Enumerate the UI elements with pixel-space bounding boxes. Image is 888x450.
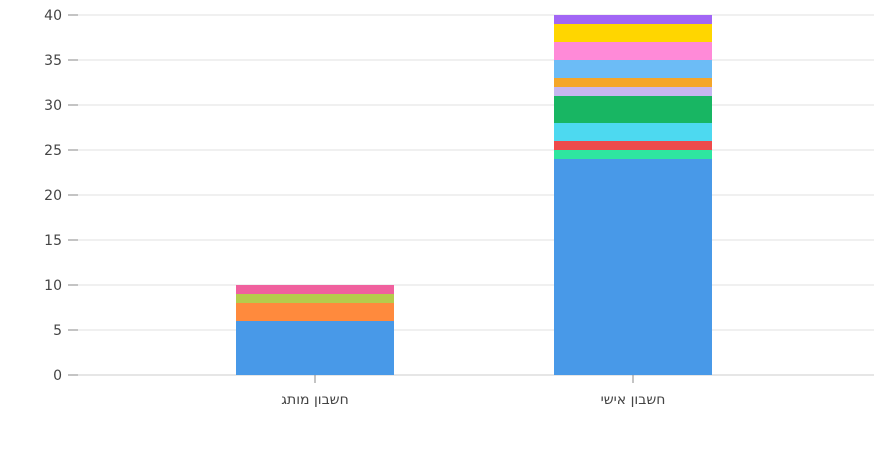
bar-segment [236,321,394,375]
bar-segment [236,294,394,303]
bar-segment [554,87,712,96]
y-tick-label: 40 [44,8,62,24]
y-tick-label: 35 [44,53,62,69]
bar-segment [554,123,712,141]
y-tick-label: 15 [44,233,62,249]
bar-segment [554,78,712,87]
y-tick-label: 0 [53,368,62,384]
bar-segment [236,285,394,294]
bar-segment [554,159,712,375]
bar-segment [236,303,394,321]
y-tick-label: 10 [44,278,62,294]
x-tick-label: חשבון אישי [601,392,666,408]
bar-segment [554,141,712,150]
bar-segment [554,96,712,123]
bar-segment [554,42,712,60]
y-tick-label: 25 [44,143,62,159]
x-tick-label: חשבון מותג [281,392,349,408]
y-tick-label: 5 [53,323,62,339]
bar-segment [554,24,712,42]
bar-segment [554,150,712,159]
bar-segment [554,15,712,24]
bar-segment [554,60,712,78]
y-tick-label: 30 [44,98,62,114]
y-tick-label: 20 [44,188,62,204]
